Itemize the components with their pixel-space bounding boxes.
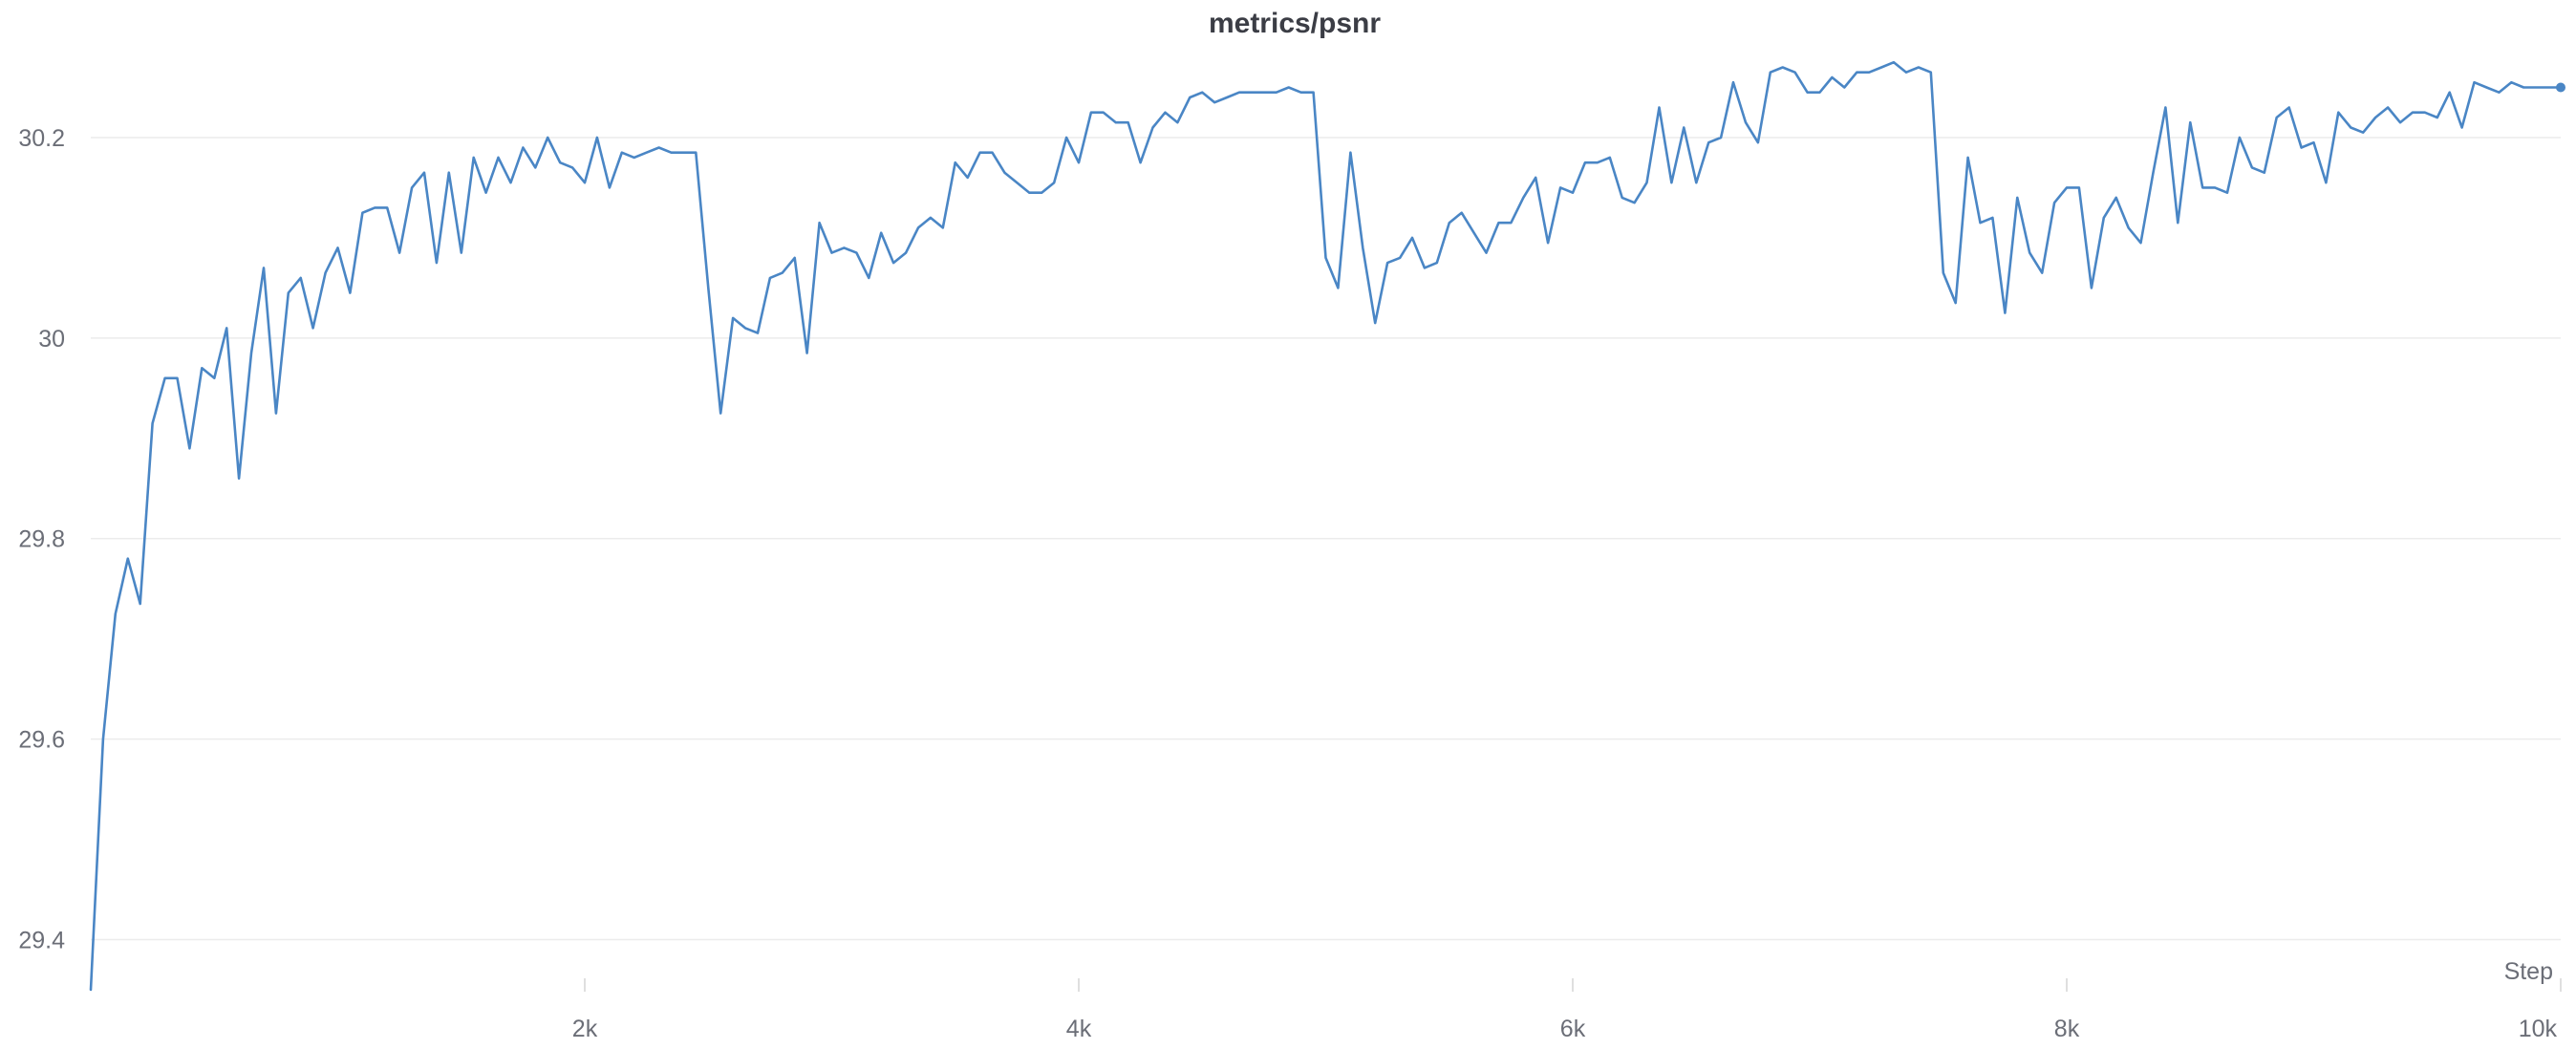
y-tick-label: 29.6 (18, 727, 65, 754)
x-tick-label: 6k (1560, 1016, 1586, 1042)
x-tick-label: 2k (572, 1016, 598, 1042)
y-tick-label: 29.8 (18, 526, 65, 553)
series-line (89, 60, 2563, 992)
y-axis-ticks: 29.4 29.6 29.8 30 30.2 (18, 125, 65, 954)
y-tick-label: 29.4 (18, 928, 65, 954)
grid-lines (91, 137, 2561, 941)
chart-title: metrics/psnr (1209, 8, 1381, 39)
x-axis-label: Step (2504, 958, 2553, 985)
x-axis-ticks: 2k 4k 6k 8k 10k (572, 978, 2562, 1042)
x-tick-label: 4k (1066, 1016, 1092, 1042)
y-tick-label: 30.2 (18, 125, 65, 152)
x-tick-label: 8k (2054, 1016, 2080, 1042)
y-tick-label: 30 (38, 326, 65, 353)
last-point-marker (2556, 82, 2565, 93)
series-layer (89, 60, 2565, 992)
x-tick-label: 10k (2519, 1016, 2558, 1042)
